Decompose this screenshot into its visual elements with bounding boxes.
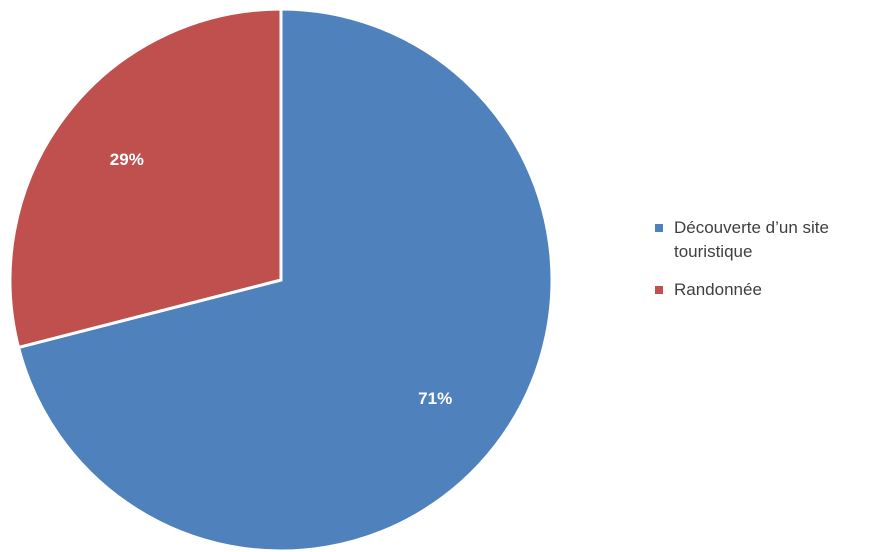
legend-label-2: Randonnée	[674, 280, 762, 299]
pie-slice-1	[16, 7, 554, 552]
legend-swatch-2	[655, 286, 663, 294]
pie-slices	[8, 7, 554, 552]
pie-data-labels: 71% 29%	[110, 150, 452, 408]
legend-item-2: Randonnée	[655, 278, 881, 302]
pie-slice-2	[8, 7, 283, 350]
legend: Découverte d’un site touristique Randonné…	[655, 216, 881, 316]
legend-label-1: Découverte d’un site touristique	[674, 218, 829, 261]
legend-item-1: Découverte d’un site touristique	[655, 216, 881, 264]
legend-swatch-1	[655, 224, 663, 232]
pie-data-label-2: 29%	[110, 150, 144, 169]
pie-data-label-1: 71%	[418, 389, 452, 408]
